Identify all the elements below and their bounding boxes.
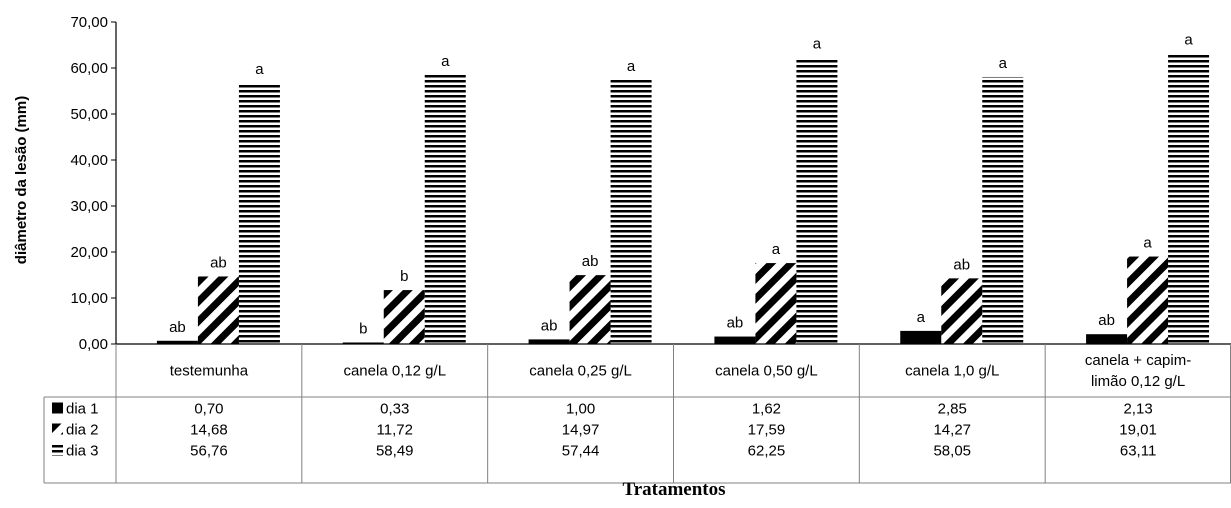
bar-dia-2 xyxy=(755,263,796,344)
legend-key-dia-3 xyxy=(52,445,63,456)
bar-dia-1 xyxy=(343,342,384,344)
table-value: 62,25 xyxy=(748,443,786,460)
significance-letter: a xyxy=(813,36,822,53)
y-tick-label: 70,00 xyxy=(70,14,108,31)
table-value: 63,11 xyxy=(1120,443,1156,460)
table-value: 11,72 xyxy=(377,422,413,439)
category-label: limão 0,12 g/L xyxy=(1091,373,1185,390)
y-axis-title: diâmetro da lesão (mm) xyxy=(13,96,30,264)
significance-letter: b xyxy=(359,320,367,337)
significance-letter: ab xyxy=(953,256,970,273)
significance-letter: a xyxy=(255,61,264,78)
bar-dia-1 xyxy=(157,341,198,344)
significance-letter: a xyxy=(999,55,1008,72)
significance-letter: ab xyxy=(169,319,186,336)
y-tick-label: 10,00 xyxy=(70,290,108,307)
table-value: 1,62 xyxy=(752,401,781,418)
table-value: 19,01 xyxy=(1119,422,1157,439)
significance-letter: a xyxy=(1184,32,1193,49)
y-tick-label: 40,00 xyxy=(70,152,108,169)
significance-letter: b xyxy=(400,268,408,285)
table-value: 1,00 xyxy=(566,401,595,418)
bar-dia-1 xyxy=(714,337,755,344)
category-label: canela 0,50 g/L xyxy=(715,363,818,380)
y-tick-label: 0,00 xyxy=(79,336,108,353)
table-value: 14,27 xyxy=(933,422,971,439)
bar-dia-3 xyxy=(611,80,652,344)
bar-dia-2 xyxy=(570,275,611,344)
bar-dia-3 xyxy=(982,77,1023,344)
table-value: 0,70 xyxy=(194,401,223,418)
table-value: 58,49 xyxy=(376,443,414,460)
legend-label: dia 1 xyxy=(66,401,99,418)
bar-dia-2 xyxy=(198,276,239,344)
data-table: testemunha canela 0,12 g/L canela 0,25 g/L… xyxy=(44,344,1231,483)
bars xyxy=(157,54,1209,344)
significance-letter: ab xyxy=(582,253,599,270)
table-value: 2,13 xyxy=(1123,401,1152,418)
significance-letter: a xyxy=(1143,235,1152,252)
table-value: 2,85 xyxy=(938,401,967,418)
bar-dia-3 xyxy=(1168,54,1209,344)
category-label: canela + capim- xyxy=(1085,352,1191,369)
table-value: 14,68 xyxy=(190,422,228,439)
bar-dia-1 xyxy=(529,339,570,344)
bar-dia-2 xyxy=(384,290,425,344)
bar-dia-3 xyxy=(239,83,280,344)
table-value: 17,59 xyxy=(748,422,786,439)
bar-dia-3 xyxy=(425,75,466,344)
bar-dia-3 xyxy=(796,58,837,344)
category-label: testemunha xyxy=(170,363,249,380)
bar-dia-1 xyxy=(1086,334,1127,344)
y-tick-label: 60,00 xyxy=(70,60,108,77)
significance-letter: ab xyxy=(210,254,227,271)
legend-label: dia 3 xyxy=(66,443,99,460)
x-axis-title: Tratamentos xyxy=(622,479,725,500)
category-label: canela 1,0 g/L xyxy=(905,363,999,380)
table-value: 14,97 xyxy=(562,422,600,439)
bar-dia-2 xyxy=(1127,257,1168,344)
significance-letter: ab xyxy=(1098,312,1115,329)
significance-letter: ab xyxy=(541,317,558,334)
table-value: 0,33 xyxy=(380,401,409,418)
category-label: canela 0,12 g/L xyxy=(343,363,446,380)
y-tick-label: 20,00 xyxy=(70,244,108,261)
table-value: 57,44 xyxy=(562,443,600,460)
y-tick-label: 30,00 xyxy=(70,198,108,215)
significance-letter: a xyxy=(441,53,450,70)
legend-key-dia-1 xyxy=(52,403,63,414)
significance-letter: a xyxy=(627,58,636,75)
significance-letter: ab xyxy=(727,315,744,332)
legend-key-dia-2 xyxy=(52,424,63,435)
y-tick-label: 50,00 xyxy=(70,106,108,123)
category-label: canela 0,25 g/L xyxy=(529,363,632,380)
significance-letter: a xyxy=(917,309,926,326)
bar-dia-2 xyxy=(941,278,982,344)
legend-label: dia 2 xyxy=(66,422,99,439)
table-value: 56,76 xyxy=(190,443,228,460)
table-value: 58,05 xyxy=(933,443,971,460)
significance-letter: a xyxy=(772,241,781,258)
bar-dia-1 xyxy=(900,331,941,344)
